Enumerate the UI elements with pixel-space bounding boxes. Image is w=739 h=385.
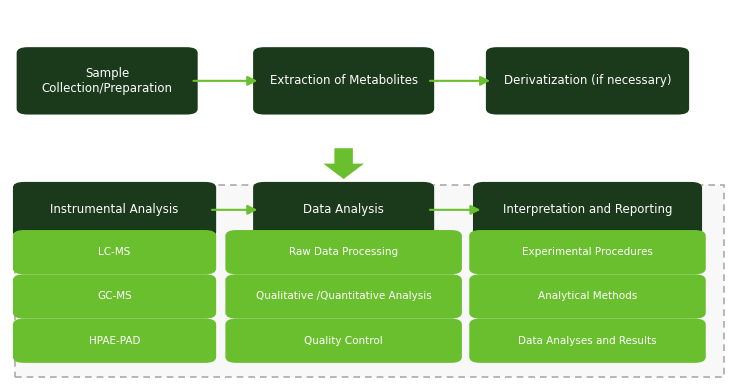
FancyBboxPatch shape — [469, 274, 706, 319]
FancyBboxPatch shape — [15, 185, 724, 377]
FancyBboxPatch shape — [225, 274, 462, 319]
FancyBboxPatch shape — [253, 182, 435, 238]
Text: LC-MS: LC-MS — [98, 247, 131, 257]
Text: Quality Control: Quality Control — [304, 336, 383, 346]
FancyBboxPatch shape — [469, 230, 706, 274]
FancyBboxPatch shape — [469, 319, 706, 363]
FancyBboxPatch shape — [16, 47, 197, 115]
Text: Analytical Methods: Analytical Methods — [538, 291, 637, 301]
Text: Extraction of Metabolites: Extraction of Metabolites — [270, 74, 418, 87]
Text: Sample
Collection/Preparation: Sample Collection/Preparation — [41, 67, 173, 95]
Text: Experimental Procedures: Experimental Procedures — [522, 247, 653, 257]
FancyBboxPatch shape — [13, 230, 217, 274]
Text: Interpretation and Reporting: Interpretation and Reporting — [503, 203, 672, 216]
FancyBboxPatch shape — [253, 47, 435, 115]
Text: Derivatization (if necessary): Derivatization (if necessary) — [504, 74, 671, 87]
FancyBboxPatch shape — [225, 230, 462, 274]
FancyBboxPatch shape — [225, 319, 462, 363]
FancyBboxPatch shape — [13, 182, 217, 238]
FancyBboxPatch shape — [13, 319, 217, 363]
Text: Data Analyses and Results: Data Analyses and Results — [518, 336, 657, 346]
FancyBboxPatch shape — [13, 274, 217, 319]
Polygon shape — [324, 148, 364, 179]
Text: Qualitative /Quantitative Analysis: Qualitative /Quantitative Analysis — [256, 291, 432, 301]
Text: Instrumental Analysis: Instrumental Analysis — [50, 203, 179, 216]
FancyBboxPatch shape — [473, 182, 702, 238]
Text: Data Analysis: Data Analysis — [303, 203, 384, 216]
Text: GC-MS: GC-MS — [97, 291, 132, 301]
Text: HPAE-PAD: HPAE-PAD — [89, 336, 140, 346]
FancyBboxPatch shape — [486, 47, 689, 115]
Text: Raw Data Processing: Raw Data Processing — [289, 247, 398, 257]
